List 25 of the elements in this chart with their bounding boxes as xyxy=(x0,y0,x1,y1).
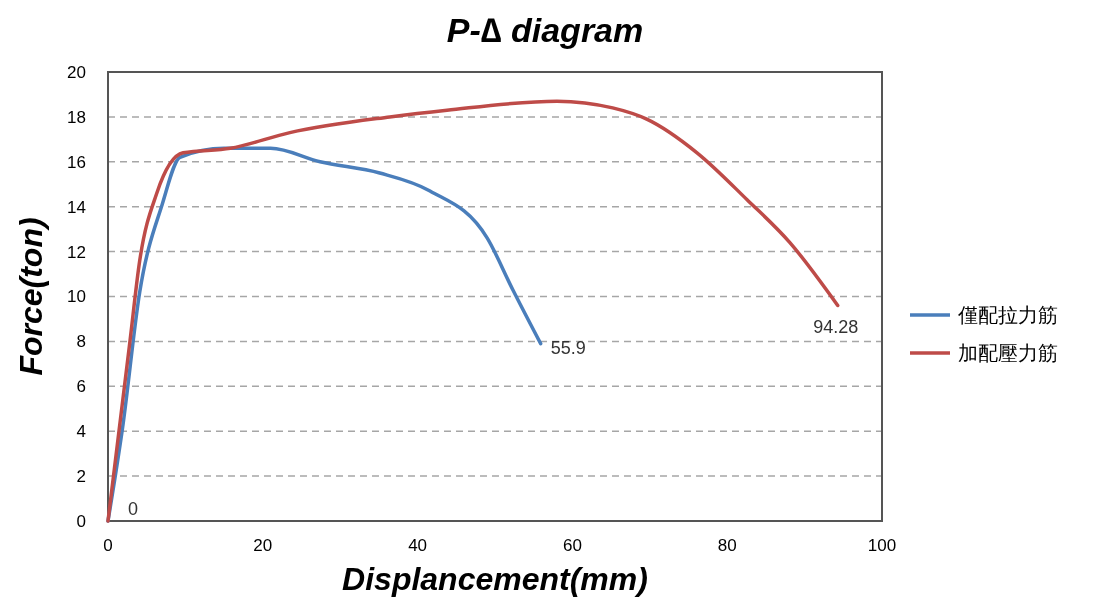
annotation: 55.9 xyxy=(550,337,586,358)
y-tick-label: 6 xyxy=(76,377,86,397)
x-tick-label: 0 xyxy=(103,536,113,555)
x-tick-label: 40 xyxy=(408,536,428,555)
y-tick-label: 18 xyxy=(67,107,86,127)
x-axis-title: Displancement(mm) xyxy=(342,561,648,597)
legend-label: 僅配拉力筋 xyxy=(957,304,1058,326)
y-tick-label: 12 xyxy=(67,242,86,262)
y-tick-label: 20 xyxy=(67,62,86,82)
y-tick-label: 16 xyxy=(67,152,86,172)
x-tick-label: 60 xyxy=(562,536,582,555)
x-tick-label: 20 xyxy=(253,536,273,555)
legend-label: 加配壓力筋 xyxy=(958,342,1058,364)
y-tick-label: 0 xyxy=(76,511,86,531)
x-tick-label: 80 xyxy=(717,536,737,555)
y-axis-title: Force(ton) xyxy=(13,217,49,376)
annotation: 0 xyxy=(128,499,139,519)
y-tick-label: 2 xyxy=(76,467,86,487)
annotation: 94.28 xyxy=(813,317,859,338)
y-tick-label: 4 xyxy=(76,422,86,442)
chart-title: P-∆ diagram xyxy=(446,11,644,49)
y-tick-label: 14 xyxy=(67,197,86,217)
y-tick-label: 10 xyxy=(67,287,86,307)
x-tick-label: 100 xyxy=(867,536,897,555)
y-tick-label: 8 xyxy=(76,332,86,352)
